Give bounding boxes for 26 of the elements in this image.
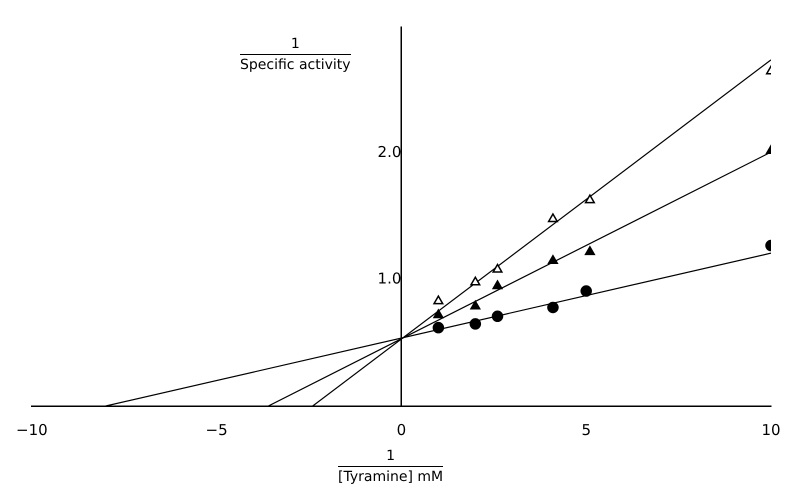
point [584, 194, 595, 204]
point [433, 295, 444, 304]
point [433, 309, 444, 318]
point [547, 302, 559, 314]
annotation: 1 [240, 36, 351, 55]
point [584, 246, 595, 256]
text: 1 [338, 448, 444, 467]
point [492, 310, 504, 322]
x-axis-title: [Tyramine] mM [338, 468, 444, 485]
x-tick-label: 0 [396, 420, 406, 439]
y-tick-label: 2.0 [378, 143, 402, 162]
y-tick-label: 1.0 [378, 270, 402, 288]
point [580, 285, 592, 297]
y-axis-title: Specific activity [240, 56, 351, 73]
x-tick-label: −5 [206, 420, 228, 439]
point [470, 276, 480, 286]
point [492, 280, 503, 290]
point [492, 264, 503, 273]
point [548, 254, 558, 264]
x-tick-label: 5 [581, 420, 591, 439]
point [432, 322, 444, 334]
point [470, 318, 482, 330]
point [470, 300, 480, 310]
x-tick-label: −10 [16, 420, 48, 439]
point [548, 213, 558, 222]
x-tick-label: 10 [761, 420, 781, 439]
